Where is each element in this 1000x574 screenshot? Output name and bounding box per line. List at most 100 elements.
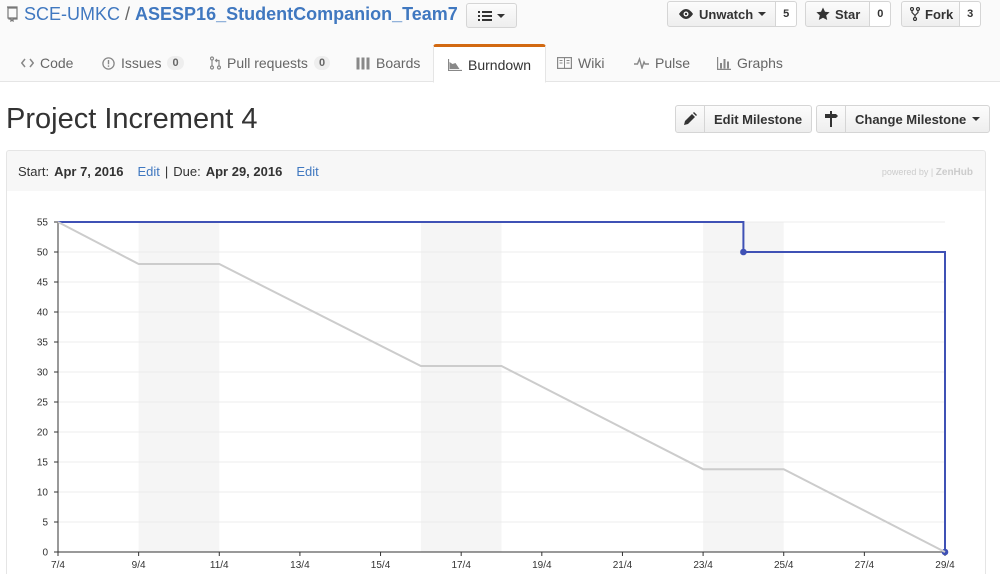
x-tick-label: 29/4 bbox=[935, 560, 955, 571]
remaining-work-point bbox=[740, 248, 747, 256]
milestone-signpost-icon bbox=[817, 106, 846, 132]
due-label: Due: bbox=[173, 163, 201, 179]
burndown-chart-panel: 0 5 10 15 20 25 30 35 40 45 50 55 7/4 9/4 11/4 13/4 15/4… bbox=[6, 191, 986, 574]
date-separator: | bbox=[164, 163, 169, 179]
repo-owner-link[interactable]: SCE-UMKC bbox=[24, 4, 121, 24]
change-milestone-label: Change Milestone bbox=[855, 111, 967, 127]
change-milestone-dropdown: Change Milestone bbox=[846, 112, 989, 127]
y-tick-label: 30 bbox=[37, 368, 49, 379]
edit-due-date-link[interactable]: Edit bbox=[296, 163, 319, 179]
zenhub-brand: ZenHub bbox=[935, 167, 973, 178]
start-label: Start: bbox=[18, 163, 50, 179]
x-tick-label: 23/4 bbox=[693, 560, 713, 571]
tab-pulse[interactable]: Pulse bbox=[634, 44, 690, 82]
book-icon bbox=[557, 57, 572, 69]
y-tick-label: 55 bbox=[37, 218, 49, 229]
tab-label: Pull requests bbox=[227, 55, 308, 71]
pull-requests-counter: 0 bbox=[313, 56, 331, 70]
star-button[interactable]: Star bbox=[805, 1, 871, 27]
x-tick-label: 11/4 bbox=[210, 560, 229, 571]
y-tick-label: 10 bbox=[37, 488, 49, 499]
x-tick-label: 17/4 bbox=[451, 560, 471, 571]
start-date: Apr 7, 2016 bbox=[54, 163, 124, 179]
repo-nav: Code Issues 0 Pull requests 0 Boards bbox=[0, 44, 1000, 83]
y-tick-label: 0 bbox=[42, 548, 48, 559]
edit-milestone-label: Edit Milestone bbox=[714, 111, 803, 127]
tab-boards[interactable]: Boards bbox=[356, 44, 420, 82]
repo-header: SCE-UMKC / ASESP16_StudentCompanion_Team… bbox=[0, 0, 1000, 44]
repo-icon bbox=[7, 6, 18, 22]
x-tick-label: 19/4 bbox=[532, 560, 552, 571]
y-tick-label: 35 bbox=[37, 338, 49, 349]
eye-icon bbox=[679, 9, 693, 19]
tab-wiki[interactable]: Wiki bbox=[557, 44, 604, 82]
y-tick-label: 40 bbox=[37, 308, 49, 319]
x-tick-label: 9/4 bbox=[132, 560, 146, 571]
unwatch-label: Unwatch bbox=[699, 6, 754, 22]
pencil-icon bbox=[676, 106, 705, 132]
watch-button-group: Unwatch 5 bbox=[667, 1, 798, 27]
tab-label: Graphs bbox=[737, 55, 783, 71]
repo-title: SCE-UMKC / ASESP16_StudentCompanion_Team… bbox=[6, 3, 458, 25]
weekend-band bbox=[703, 222, 784, 552]
due-date: Apr 29, 2016 bbox=[205, 163, 283, 179]
issues-counter: 0 bbox=[167, 56, 184, 70]
milestone-date-bar: Start: Apr 7, 2016 Edit | Due: Apr 29, 2… bbox=[6, 150, 986, 192]
tab-label: Burndown bbox=[468, 56, 532, 73]
issue-icon bbox=[102, 56, 115, 70]
y-tick-label: 15 bbox=[37, 458, 49, 469]
tab-pull-requests[interactable]: Pull requests 0 bbox=[210, 44, 331, 82]
star-button-group: Star 0 bbox=[805, 1, 892, 27]
boards-icon bbox=[356, 57, 370, 69]
x-tick-label: 15/4 bbox=[371, 560, 391, 571]
powered-by-text: powered by | bbox=[881, 167, 934, 177]
y-tick-label: 20 bbox=[37, 428, 49, 439]
pull-request-icon bbox=[210, 56, 221, 70]
change-milestone-button[interactable]: Change Milestone bbox=[816, 105, 991, 133]
y-tick-label: 45 bbox=[37, 278, 49, 289]
milestone-title: Project Increment 4 bbox=[6, 103, 258, 135]
burndown-chart: 0 5 10 15 20 25 30 35 40 45 50 55 7/4 9/4 11/4 13/4 15/4… bbox=[37, 218, 955, 572]
x-tick-label: 27/4 bbox=[855, 560, 875, 571]
fork-button-group: Fork 3 bbox=[901, 1, 982, 27]
x-tick-label: 21/4 bbox=[613, 560, 633, 571]
tab-burndown[interactable]: Burndown bbox=[433, 44, 547, 83]
fork-icon bbox=[910, 7, 920, 21]
tab-graphs[interactable]: Graphs bbox=[717, 44, 783, 82]
weekend-band bbox=[138, 222, 220, 552]
y-tick-label: 25 bbox=[37, 398, 49, 409]
code-icon bbox=[21, 58, 34, 68]
star-label: Star bbox=[835, 6, 861, 22]
repo-separator: / bbox=[125, 4, 131, 24]
chevron-down-icon bbox=[497, 13, 505, 18]
ideal-burndown-line bbox=[57, 221, 946, 553]
chevron-down-icon bbox=[758, 12, 767, 16]
forks-count[interactable]: 3 bbox=[960, 1, 982, 27]
unwatch-button[interactable]: Unwatch bbox=[667, 1, 777, 27]
tab-label: Code bbox=[40, 55, 74, 71]
stargazers-count[interactable]: 0 bbox=[870, 1, 892, 27]
x-tick-label: 25/4 bbox=[774, 560, 794, 571]
powered-by-zenhub: powered by | ZenHub bbox=[882, 167, 973, 178]
edit-start-date-link[interactable]: Edit bbox=[137, 163, 160, 179]
y-tick-label: 50 bbox=[37, 248, 49, 259]
fork-button[interactable]: Fork bbox=[901, 1, 961, 27]
tab-code[interactable]: Code bbox=[21, 44, 73, 82]
pulse-icon bbox=[634, 57, 649, 69]
x-tick-label: 7/4 bbox=[51, 560, 65, 571]
star-icon bbox=[816, 7, 830, 20]
x-tick-label: 13/4 bbox=[290, 560, 310, 571]
weekend-band bbox=[420, 222, 502, 552]
zenhub-menu-button[interactable] bbox=[466, 3, 517, 28]
edit-milestone-button[interactable]: Edit Milestone bbox=[675, 105, 813, 133]
chevron-down-icon bbox=[972, 117, 981, 121]
tab-label: Pulse bbox=[655, 55, 691, 71]
list-icon bbox=[478, 10, 492, 21]
fork-label: Fork bbox=[925, 6, 954, 22]
repo-name-link[interactable]: ASESP16_StudentCompanion_Team7 bbox=[135, 4, 458, 24]
watchers-count[interactable]: 5 bbox=[776, 1, 798, 27]
tab-label: Boards bbox=[376, 55, 421, 71]
burndown-icon bbox=[448, 58, 462, 71]
tab-issues[interactable]: Issues 0 bbox=[102, 44, 184, 82]
graph-icon bbox=[717, 56, 731, 70]
